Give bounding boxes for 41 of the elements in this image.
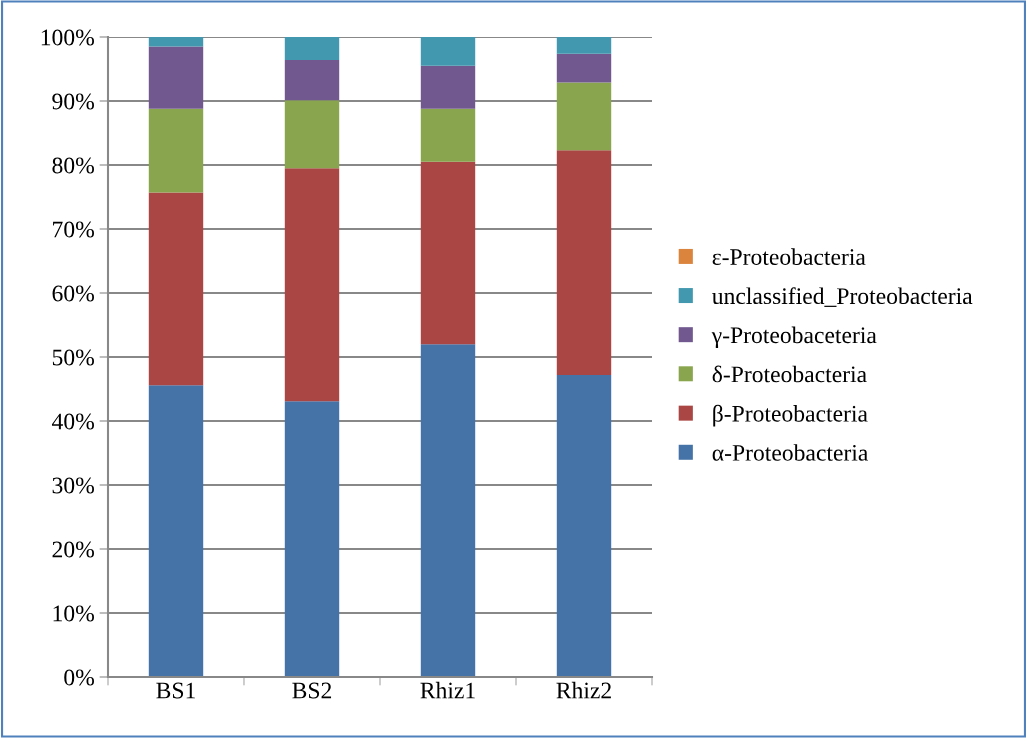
y-tick-label: 90% (52, 93, 94, 110)
legend-label: α-Proteobacteria (712, 444, 869, 461)
bar (556, 82, 612, 151)
y-tick-label: 30% (52, 477, 94, 494)
bar (284, 37, 340, 61)
y-tick-label: 80% (52, 157, 94, 174)
bar (420, 65, 476, 109)
x-tick-label: Rhiz2 (556, 681, 611, 699)
bar (420, 108, 476, 162)
bar (556, 150, 612, 375)
bar (148, 108, 204, 193)
bar (420, 161, 476, 345)
bar (556, 374, 612, 677)
y-tick-label: 20% (52, 541, 94, 558)
y-tick-label: 70% (53, 221, 94, 238)
y-tick-label: 100% (41, 29, 94, 46)
y-tick-label: 60% (52, 285, 94, 302)
bar (148, 192, 204, 386)
legend-label: unclassified_Proteobacteria (712, 287, 973, 307)
bar (148, 46, 204, 109)
bar (284, 100, 340, 169)
legend-label: γ-Proteobaceteria (711, 326, 877, 349)
x-tick-label: BS1 (156, 682, 195, 699)
bar (284, 168, 340, 402)
y-tick-label: 40% (51, 413, 94, 430)
y-tick-label: 0% (64, 669, 94, 686)
bar (556, 37, 612, 54)
y-tick-label: 50% (52, 349, 94, 366)
bar (284, 60, 340, 101)
legend-label: ε-Proteobacteria (712, 248, 866, 265)
bar (148, 385, 204, 677)
x-tick-label: Rhiz1 (420, 681, 475, 699)
bar (556, 53, 612, 83)
bar (420, 344, 476, 677)
legend-label: δ-Proteobacteria (712, 365, 867, 383)
x-tick-label: BS2 (292, 682, 332, 699)
y-tick-label: 10% (53, 605, 94, 622)
bar (420, 37, 476, 66)
bar (284, 401, 340, 677)
legend-label: β-Proteobacteria (713, 404, 868, 427)
bar (148, 37, 204, 47)
